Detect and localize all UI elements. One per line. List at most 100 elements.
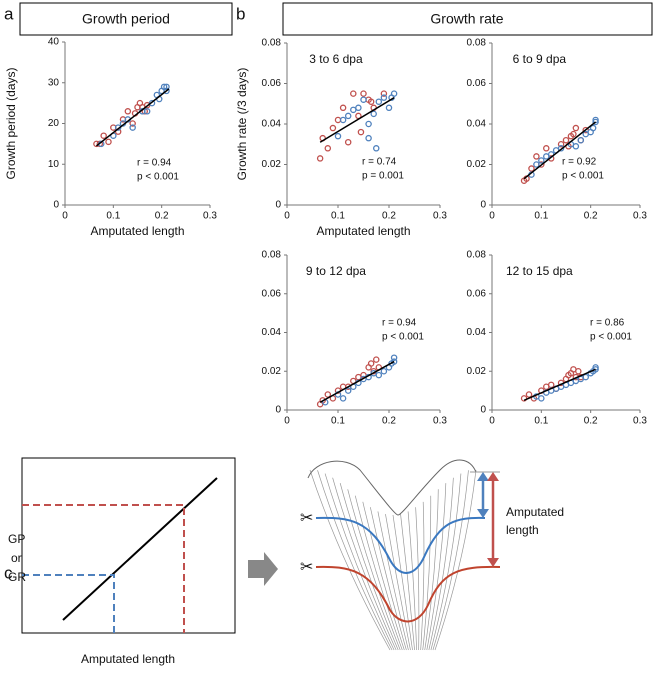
point [380, 367, 388, 375]
point [547, 381, 555, 389]
cut-red [315, 565, 501, 623]
point [528, 165, 535, 172]
point [375, 371, 383, 379]
y-tick-label: 0.06 [262, 78, 282, 89]
x-tick-label: 0.1 [331, 211, 345, 222]
annotation: r = 0.86 [590, 318, 625, 329]
x-tick-label: 0.2 [155, 211, 169, 222]
point [372, 356, 380, 363]
point [533, 161, 540, 168]
fin-label: Amputated [506, 505, 564, 519]
fin-ray [324, 473, 395, 651]
y-tick-label: 0 [480, 200, 486, 211]
fit-line [523, 368, 596, 402]
fin-ray [362, 501, 405, 651]
fin-ray [428, 477, 454, 651]
point [370, 369, 377, 377]
x-tick-label: 0.2 [382, 211, 396, 222]
point [105, 138, 112, 146]
y-tick-label: 0.04 [467, 327, 487, 338]
header-box [19, 2, 233, 36]
point [350, 106, 357, 114]
scissors: ✂ [300, 510, 313, 527]
point [365, 120, 372, 128]
point [575, 367, 582, 375]
fin-ray [424, 489, 439, 651]
y-tick-label: 0.06 [262, 288, 282, 299]
point [163, 87, 170, 95]
y-label: GP [8, 532, 25, 546]
point [557, 145, 565, 152]
schematic-line [62, 477, 218, 621]
x-tick-label: 0.1 [106, 211, 120, 222]
point [334, 132, 342, 140]
point [355, 373, 362, 381]
point [100, 132, 107, 139]
point [339, 395, 347, 402]
y-label: GR [8, 570, 26, 584]
y-tick-label: 0.08 [467, 250, 487, 261]
y-tick-label: 0.08 [262, 38, 282, 49]
chart-title: 12 to 15 dpa [506, 264, 573, 278]
point [562, 136, 570, 144]
panel-label: b [236, 4, 245, 23]
fin-ray [317, 470, 393, 651]
point [367, 360, 375, 367]
fin-ray [385, 514, 411, 651]
y-tick-label: 0 [53, 200, 59, 211]
point [380, 90, 388, 97]
fin-ray [420, 501, 425, 651]
point [372, 145, 380, 152]
point [148, 99, 156, 107]
point [344, 112, 352, 120]
arrowhead [477, 509, 489, 518]
x-tick-label: 0.3 [433, 416, 447, 427]
fin-edge [307, 459, 477, 516]
point [344, 387, 352, 394]
x-label: Amputated length [316, 224, 410, 238]
x-tick-label: 0.2 [584, 211, 598, 222]
point [339, 116, 347, 124]
arrow [248, 552, 278, 586]
fin-ray [332, 477, 397, 651]
point [570, 130, 577, 138]
header-box [282, 2, 653, 36]
annotation: r = 0.74 [362, 157, 397, 168]
point [334, 116, 342, 124]
fit-line [523, 121, 597, 180]
fin-ray [434, 469, 477, 651]
fin-ray [339, 483, 399, 651]
point [390, 358, 398, 365]
scissors: ✂ [300, 559, 313, 576]
point [316, 155, 324, 162]
y-tick-label: 0.02 [262, 159, 282, 170]
y-tick-label: 30 [48, 77, 60, 88]
fin-ray [415, 507, 420, 651]
point [350, 90, 357, 97]
fin-ray [392, 514, 413, 651]
y-tick-label: 0 [480, 405, 486, 416]
fin-ray [377, 511, 409, 651]
x-tick-label: 0 [62, 211, 68, 222]
x-tick-label: 0 [489, 211, 495, 222]
y-tick-label: 0.04 [262, 327, 282, 338]
y-tick-label: 40 [48, 37, 60, 48]
point [538, 395, 545, 402]
fit-line [95, 88, 170, 147]
chart-title: 6 to 9 dpa [513, 52, 567, 66]
x-tick-label: 0.1 [534, 416, 548, 427]
fin-ray [309, 469, 391, 651]
y-tick-label: 20 [48, 118, 60, 129]
point [365, 134, 372, 142]
point [533, 153, 540, 160]
y-tick-label: 10 [48, 159, 60, 170]
fin-ray [430, 473, 462, 651]
arrowhead [487, 472, 499, 481]
y-tick-label: 0.02 [467, 159, 487, 170]
annotation: p < 0.001 [382, 332, 424, 343]
y-tick-label: 0 [275, 405, 281, 416]
fin-ray [354, 495, 403, 651]
fin-ray [432, 470, 469, 651]
panel-header: Growth period [82, 11, 170, 27]
x-label: Amputated length [90, 224, 184, 238]
